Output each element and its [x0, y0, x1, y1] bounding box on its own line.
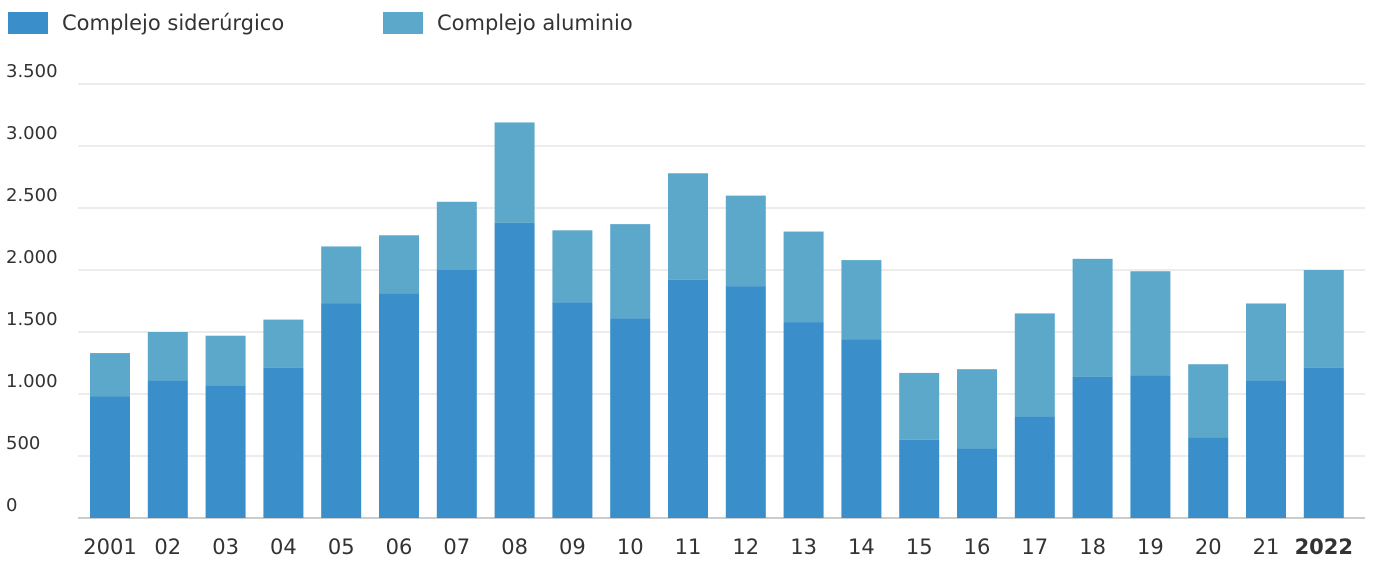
- bar-segment: [725, 286, 766, 518]
- bar-segment: [552, 230, 593, 303]
- bar-segment: [899, 439, 940, 518]
- y-tick-label: 2.000: [6, 247, 58, 268]
- x-tick-label: 04: [270, 535, 297, 559]
- bar-segment: [783, 322, 824, 518]
- x-tick-label: 09: [559, 535, 586, 559]
- bar-segment: [1072, 376, 1113, 518]
- legend-swatch: [383, 12, 423, 34]
- bar-segment: [494, 122, 535, 223]
- x-tick-label: 15: [906, 535, 933, 559]
- bar-segment: [494, 222, 535, 518]
- x-tick-label: 2001: [83, 535, 136, 559]
- bar-segment: [1130, 375, 1171, 518]
- bar-segment: [147, 380, 188, 518]
- x-tick-label: 20: [1195, 535, 1222, 559]
- y-tick-label: 2.500: [6, 185, 58, 206]
- bar-segment: [90, 353, 130, 397]
- bar-segment: [1188, 437, 1229, 518]
- bar-segment: [1130, 271, 1171, 376]
- x-tick-label: 07: [443, 535, 470, 559]
- bar-segment: [1303, 270, 1344, 368]
- bar-segment: [899, 372, 940, 440]
- bar-segment: [1188, 364, 1229, 438]
- bar-segment: [436, 270, 477, 518]
- x-tick-label: 17: [1021, 535, 1048, 559]
- bar-segment: [1014, 416, 1055, 518]
- bar-segment: [725, 195, 766, 287]
- x-tick-label: 18: [1079, 535, 1106, 559]
- bar-segment: [147, 332, 188, 381]
- y-tick-label: 3.500: [6, 61, 58, 82]
- bar-segment: [321, 303, 362, 518]
- x-tick-label: 19: [1137, 535, 1164, 559]
- bar-segment: [1303, 367, 1344, 518]
- y-tick-label: 1.000: [6, 371, 58, 392]
- x-tick-label: 11: [675, 535, 702, 559]
- y-tick-label: 1.500: [6, 309, 58, 330]
- bar-segment: [668, 173, 708, 280]
- x-tick-label: 21: [1253, 535, 1280, 559]
- x-tick-label: 03: [212, 535, 239, 559]
- bar-segment: [841, 260, 882, 340]
- x-tick-label: 02: [154, 535, 181, 559]
- x-tick-label: 06: [386, 535, 413, 559]
- bar-segment: [436, 201, 477, 270]
- bar-segment: [668, 279, 708, 518]
- y-tick-label: 3.000: [6, 123, 58, 144]
- bar-segment: [610, 224, 651, 319]
- bar-segment: [379, 293, 419, 518]
- bar-segment: [205, 335, 246, 386]
- bar-segment: [1246, 303, 1286, 381]
- y-tick-label: 0: [6, 495, 17, 516]
- bar-segment: [379, 235, 419, 294]
- bar-segment: [205, 385, 246, 518]
- bar-segment: [90, 396, 130, 518]
- x-tick-label: 10: [617, 535, 644, 559]
- x-tick-label: 2022: [1295, 535, 1353, 559]
- bar-segment: [1014, 313, 1055, 417]
- bar-segment: [263, 367, 304, 518]
- bar-segment: [1246, 380, 1286, 518]
- bar-segment: [957, 369, 997, 449]
- x-tick-label: 12: [732, 535, 759, 559]
- x-tick-label: 05: [328, 535, 355, 559]
- legend-label: Complejo aluminio: [437, 11, 633, 35]
- bar-segment: [1072, 258, 1113, 377]
- x-tick-label: 08: [501, 535, 528, 559]
- bar-segment: [841, 339, 882, 518]
- bar-segment: [263, 319, 304, 368]
- legend-swatch: [8, 12, 48, 34]
- bar-segment: [610, 318, 651, 518]
- x-tick-label: 14: [848, 535, 875, 559]
- x-tick-label: 16: [964, 535, 991, 559]
- bar-segment: [321, 246, 362, 304]
- legend-label: Complejo siderúrgico: [62, 11, 284, 35]
- bar-segment: [957, 448, 997, 518]
- bar-segment: [552, 302, 593, 518]
- y-tick-label: 500: [6, 433, 40, 454]
- bar-segment: [783, 231, 824, 323]
- x-tick-label: 13: [790, 535, 817, 559]
